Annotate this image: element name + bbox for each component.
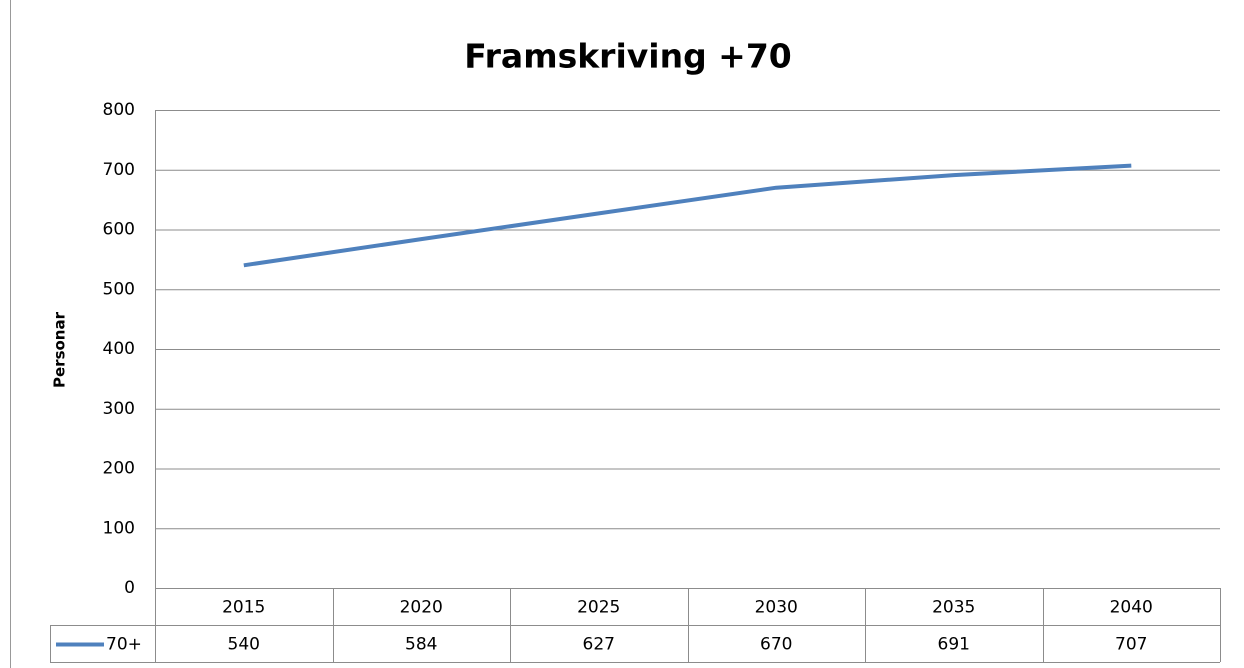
table-value: 584 <box>405 635 437 655</box>
y-axis-label: Personar <box>51 311 69 388</box>
x-tick-label: 2015 <box>222 598 265 618</box>
y-tick-label: 800 <box>103 100 135 120</box>
x-tick-label: 2025 <box>577 598 620 618</box>
y-tick-label: 200 <box>103 459 135 479</box>
y-tick-label: 300 <box>103 399 135 419</box>
chart-title: Framskriving +70 <box>464 37 792 76</box>
x-tick-label: 2040 <box>1110 598 1153 618</box>
y-tick-label: 100 <box>103 518 135 538</box>
table-value: 670 <box>760 635 792 655</box>
x-tick-label: 2030 <box>755 598 798 618</box>
y-tick-label: 400 <box>103 339 135 359</box>
y-tick-label: 600 <box>103 220 135 240</box>
table-value: 540 <box>228 635 260 655</box>
x-tick-label: 2035 <box>932 598 975 618</box>
legend-label: 70+ <box>106 635 142 655</box>
table-value: 691 <box>938 635 970 655</box>
table-value: 627 <box>583 635 615 655</box>
data-line <box>243 163 1132 268</box>
table-value: 707 <box>1115 635 1147 655</box>
y-tick-label: 500 <box>103 279 135 299</box>
y-tick-label: 700 <box>103 160 135 180</box>
x-tick-label: 2020 <box>400 598 443 618</box>
y-tick-label: 0 <box>124 578 135 598</box>
